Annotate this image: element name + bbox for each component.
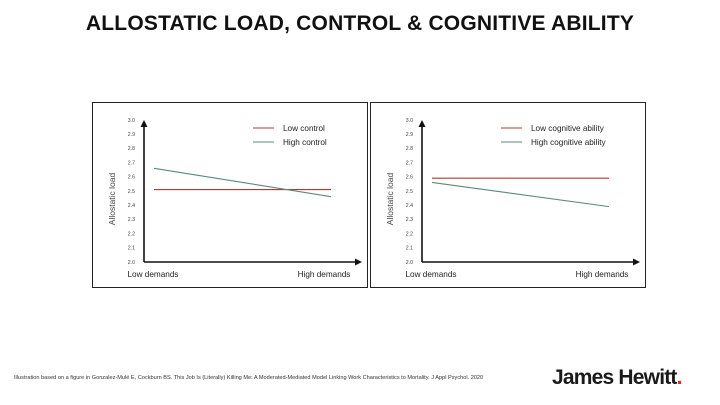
y-tick-label: 3.0	[128, 118, 135, 124]
y-tick-label: 2.1	[406, 246, 413, 252]
y-axis-label: Allostatic load	[107, 173, 117, 226]
x-tick-label: High demands	[298, 270, 351, 279]
source-footnote: Illustration based on a figure in Gonzal…	[14, 375, 484, 381]
brand-logo: James Hewitt.	[552, 366, 682, 390]
brand-dot: .	[676, 366, 683, 389]
y-tick-label: 3.0	[406, 118, 413, 124]
y-tick-label: 2.0	[128, 260, 135, 266]
series-line	[431, 181, 610, 208]
legend-label: Low control	[283, 124, 325, 133]
y-tick-label: 2.9	[406, 132, 413, 138]
y-tick-label: 2.3	[128, 217, 135, 223]
y-tick-label: 2.7	[406, 160, 413, 166]
x-axis-arrow	[633, 258, 640, 266]
y-tick-label: 2.6	[128, 175, 135, 181]
series-line	[153, 167, 332, 198]
chart-cognitive-ability-svg: 2.0 2.1 2.2 2.3 2.4 2.5 2.6 2.7 2.8 2.9 3.0 Allosta…	[385, 118, 640, 279]
x-tick-label: High demands	[576, 270, 629, 279]
y-tick-label: 2.4	[406, 203, 413, 209]
y-tick-label: 2.0	[406, 260, 413, 266]
y-tick-label: 2.8	[128, 146, 135, 152]
chart-panel-cognitive-ability: 2.0 2.1 2.2 2.3 2.4 2.5 2.6 2.7 2.8 2.9 3.0 Allosta…	[370, 102, 646, 288]
y-axis-arrow	[140, 120, 148, 127]
brand-name: James Hewitt	[552, 366, 677, 389]
legend-label: High cognitive ability	[531, 138, 607, 147]
x-tick-label: Low demands	[406, 270, 457, 279]
legend-label: High control	[283, 138, 327, 147]
y-tick-label: 2.9	[128, 132, 135, 138]
y-tick-label: 2.3	[406, 217, 413, 223]
chart-panel-control: 2.0 2.1 2.2 2.3 2.4 2.5 2.6 2.7 2.8 2.9 3.0 Allosta…	[92, 102, 368, 288]
y-axis-arrow	[418, 120, 426, 127]
legend-label: Low cognitive ability	[531, 124, 605, 133]
y-tick-label: 2.2	[406, 231, 413, 237]
chart-control-svg: 2.0 2.1 2.2 2.3 2.4 2.5 2.6 2.7 2.8 2.9 3.0 Allosta…	[107, 118, 362, 279]
x-tick-label: Low demands	[128, 270, 179, 279]
y-tick-label: 2.6	[406, 175, 413, 181]
y-tick-label: 2.8	[406, 146, 413, 152]
y-tick-label: 2.7	[128, 160, 135, 166]
slide-title: ALLOSTATIC LOAD, CONTROL & COGNITIVE ABI…	[85, 12, 635, 35]
y-tick-label: 2.5	[128, 189, 135, 195]
y-axis-label: Allostatic load	[385, 173, 395, 226]
y-tick-label: 2.2	[128, 231, 135, 237]
y-tick-label: 2.1	[128, 246, 135, 252]
y-tick-label: 2.4	[128, 203, 135, 209]
x-axis-arrow	[355, 258, 362, 266]
y-tick-label: 2.5	[406, 189, 413, 195]
